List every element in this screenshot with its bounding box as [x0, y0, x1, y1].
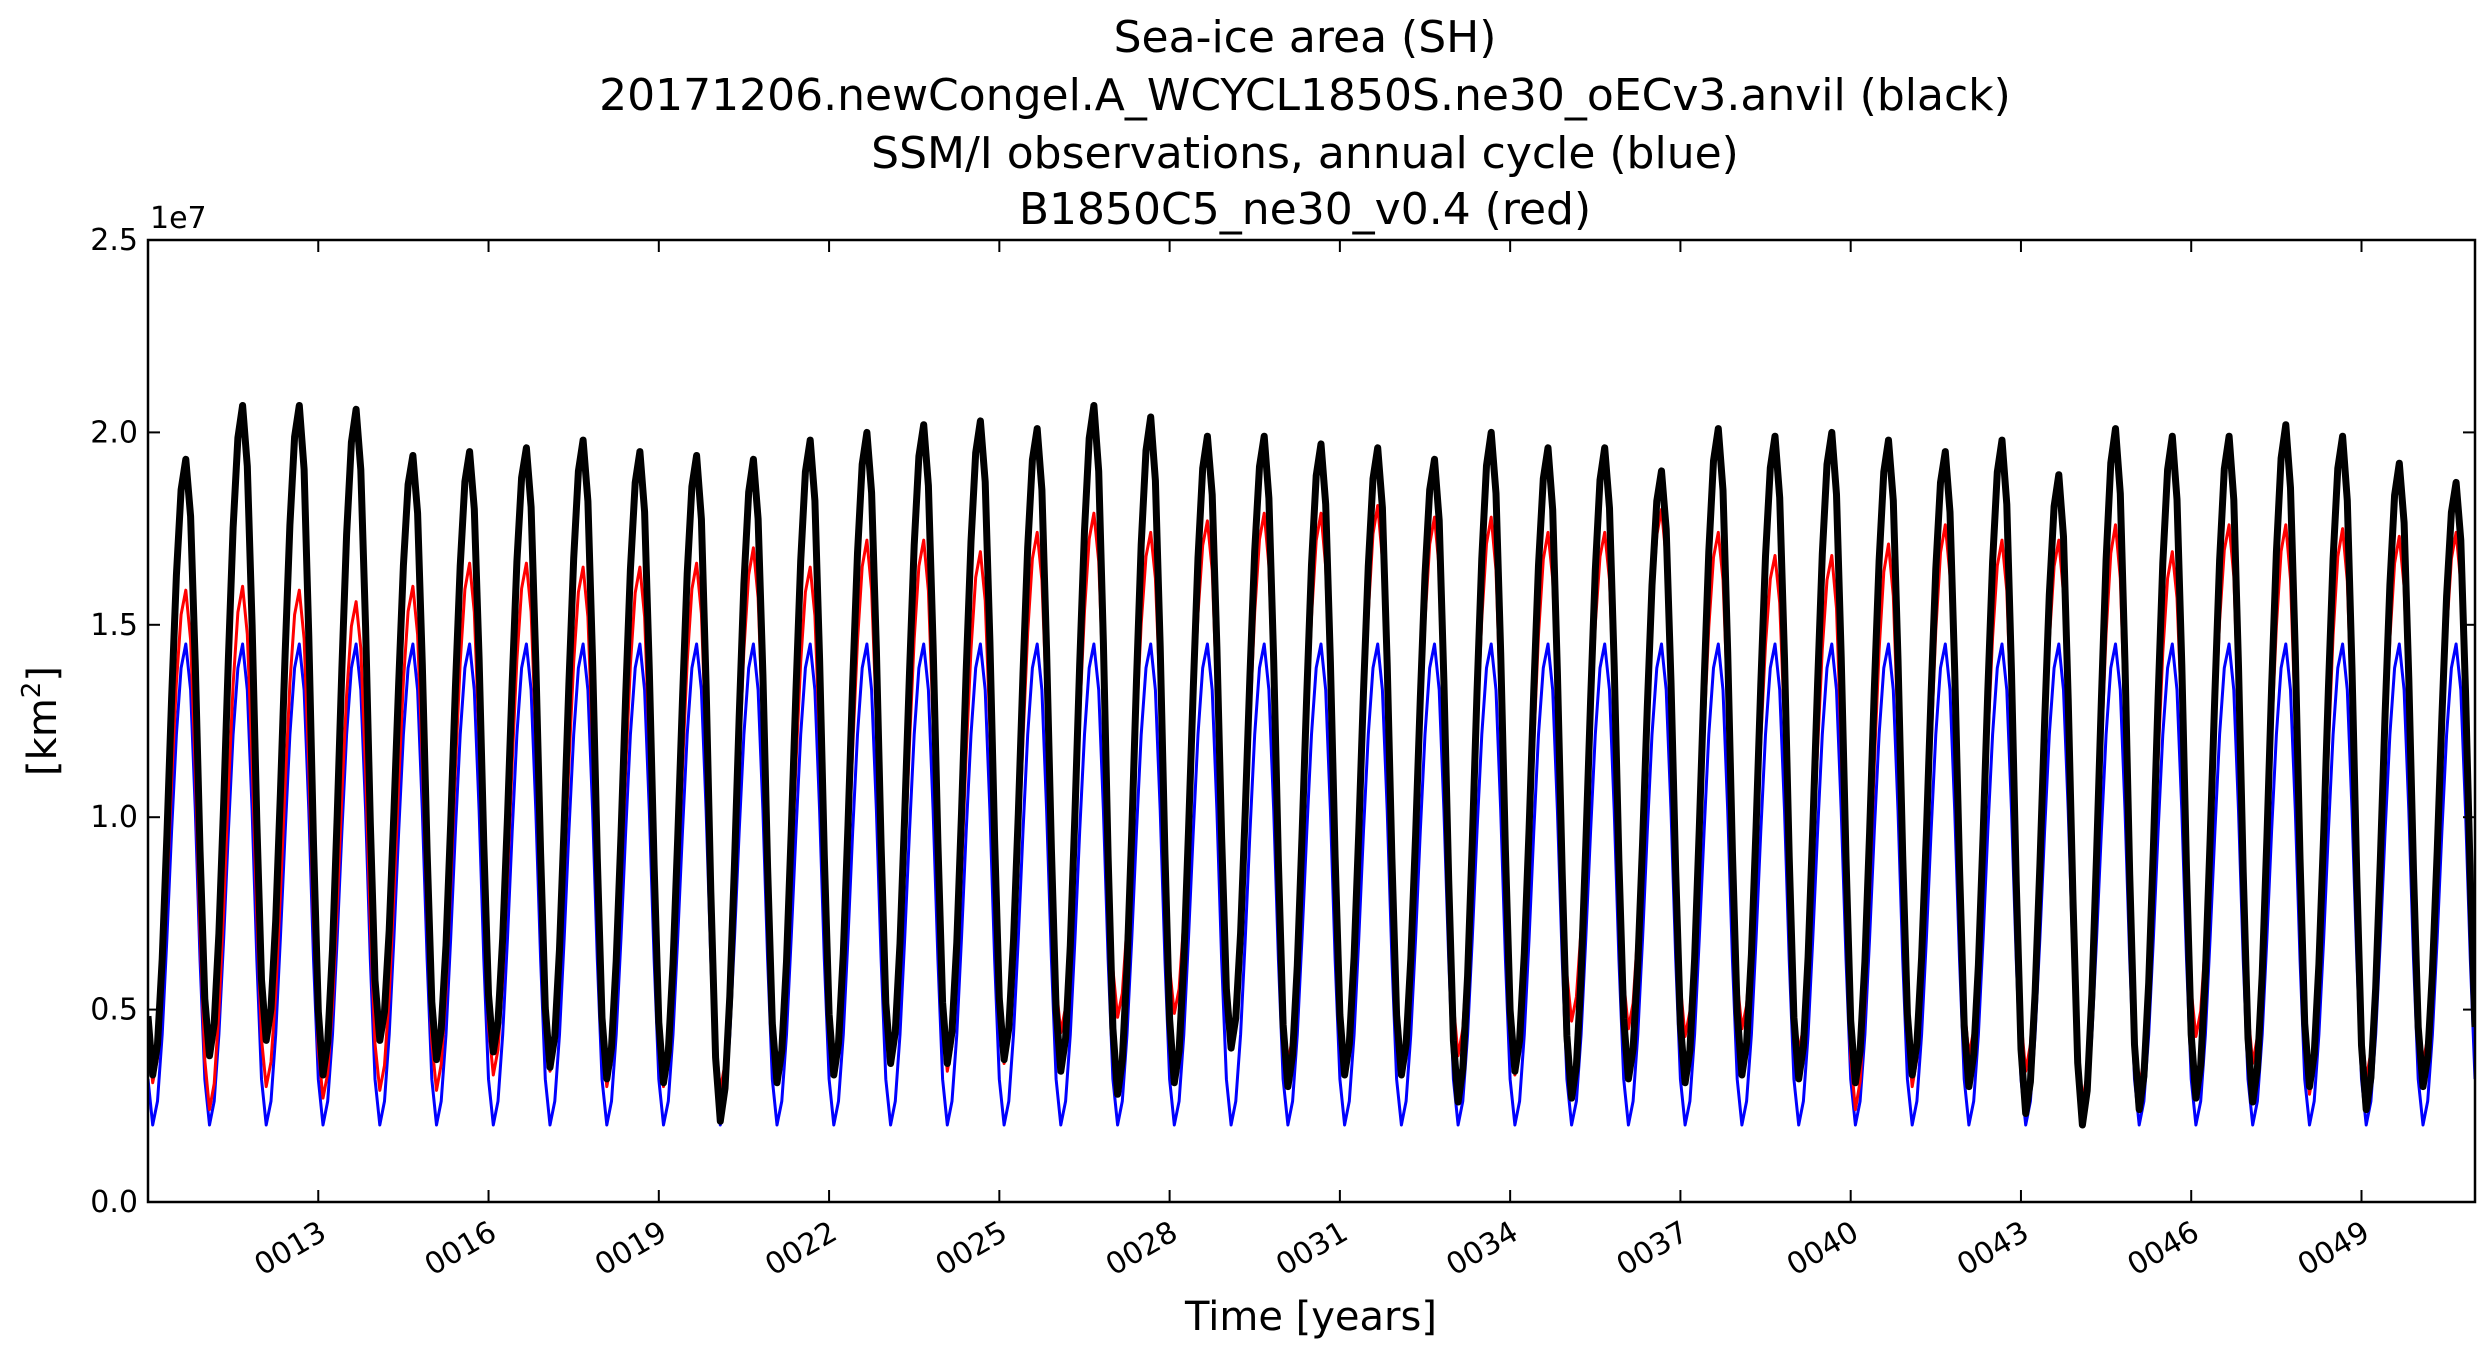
plot-area-frame — [146, 238, 2477, 1204]
series-line-black — [148, 402, 2475, 1129]
x-axis-label: Time [years] — [1184, 1294, 1437, 1340]
title-line-2: 20171206.newCongel.A_WCYCL1850S.ne30_oEC… — [599, 70, 2011, 121]
x-tick-label: 0025 — [930, 1215, 1014, 1283]
y-tick-label: 2.0 — [90, 415, 138, 450]
y-axis-label-close: ] — [20, 666, 66, 682]
x-tick-label: 0040 — [1781, 1215, 1865, 1283]
x-tick-label: 0013 — [249, 1215, 333, 1283]
x-tick-label: 0016 — [419, 1215, 503, 1283]
y-axis-offset-label: 1e7 — [150, 201, 207, 236]
title-line-4: B1850C5_ne30_v0.4 (red) — [1019, 184, 1591, 235]
x-tick-label: 0049 — [2292, 1215, 2376, 1283]
y-axis-label-exponent: 2 — [17, 682, 47, 699]
title-line-3: SSM/I observations, annual cycle (blue) — [871, 128, 1739, 179]
y-axis-label: [km2] — [17, 666, 66, 776]
x-tick-label: 0031 — [1270, 1215, 1354, 1283]
series-layer — [148, 402, 2475, 1129]
x-tick-label: 0037 — [1611, 1215, 1695, 1283]
chart-title: Sea-ice area (SH) 20171206.newCongel.A_W… — [599, 12, 2011, 235]
y-tick-label: 1.5 — [90, 608, 138, 643]
x-tick-label: 0046 — [2122, 1215, 2206, 1283]
x-tick-label: 0022 — [759, 1215, 843, 1283]
x-tick-label: 0028 — [1100, 1215, 1184, 1283]
y-tick-label: 0.5 — [90, 993, 138, 1028]
y-axis-label-base: [km — [20, 698, 66, 776]
x-tick-label: 0043 — [1951, 1215, 2035, 1283]
y-axis: 0.0 0.5 1.0 1.5 2.0 2.5 — [90, 223, 2475, 1220]
y-tick-label: 0.0 — [90, 1185, 138, 1220]
y-tick-label: 2.5 — [90, 223, 138, 258]
x-tick-label: 0019 — [589, 1215, 673, 1283]
x-tick-label: 0034 — [1441, 1215, 1525, 1283]
title-line-1: Sea-ice area (SH) — [1114, 12, 1497, 63]
y-tick-label: 1.0 — [90, 800, 138, 835]
